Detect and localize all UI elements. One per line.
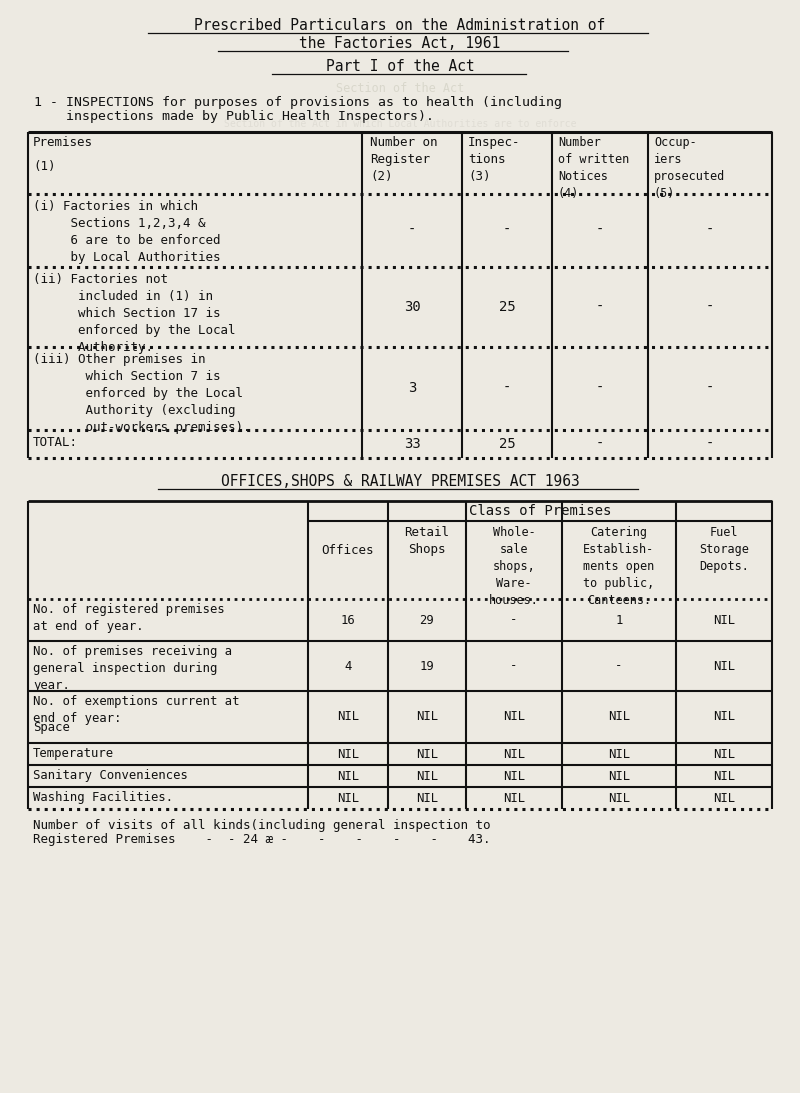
Text: -: - (615, 659, 622, 672)
Text: Prescribed Particulars on the Administration of: Prescribed Particulars on the Administra… (194, 17, 606, 33)
Text: 19: 19 (420, 659, 434, 672)
Text: Offices: Offices (322, 544, 374, 557)
Text: -: - (596, 223, 604, 237)
Text: NIL: NIL (713, 613, 735, 626)
Text: NIL: NIL (608, 710, 630, 724)
Text: -: - (706, 437, 714, 451)
Text: 29: 29 (420, 613, 434, 626)
Text: -: - (706, 381, 714, 395)
Text: NIL: NIL (713, 710, 735, 724)
Text: NIL: NIL (337, 769, 359, 783)
Text: NIL: NIL (503, 710, 525, 724)
Text: Catering
Establish-
ments open
to public,
Canteens.: Catering Establish- ments open to public… (583, 526, 654, 607)
Text: Premises: Premises (33, 136, 93, 149)
Text: Washing Facilities.: Washing Facilities. (33, 791, 173, 804)
Text: inspections made by Public Health Inspectors).: inspections made by Public Health Inspec… (34, 110, 434, 124)
Text: (iii) Other premises in
       which Section 7 is
       enforced by the Local
 : (iii) Other premises in which Section 7 … (33, 353, 250, 434)
Text: 25: 25 (498, 437, 515, 451)
Text: NIL: NIL (503, 791, 525, 804)
Text: NIL: NIL (337, 710, 359, 724)
Text: NIL: NIL (608, 791, 630, 804)
Text: 16: 16 (341, 613, 355, 626)
Text: 25: 25 (498, 299, 515, 314)
Text: TOTAL:: TOTAL: (33, 436, 78, 449)
Text: Registered Premises    -  - 24 æ -    -    -    -    -    43.: Registered Premises - - 24 æ - - - - - 4… (33, 833, 490, 846)
Text: -: - (596, 299, 604, 314)
Text: Retail
Shops: Retail Shops (405, 526, 450, 556)
Text: Space: Space (33, 721, 70, 734)
Text: Number
of written
Notices
(4): Number of written Notices (4) (558, 136, 630, 200)
Text: Number on
Register
(2): Number on Register (2) (370, 136, 438, 183)
Text: -: - (706, 299, 714, 314)
Text: NIL: NIL (713, 659, 735, 672)
Text: Occup-
iers
prosecuted
(5): Occup- iers prosecuted (5) (654, 136, 726, 200)
Text: Whole-
sale
shops,
Ware-
houses.: Whole- sale shops, Ware- houses. (489, 526, 539, 607)
Text: 4: 4 (344, 659, 352, 672)
Text: NIL: NIL (337, 791, 359, 804)
Text: -: - (510, 659, 518, 672)
Text: Number of visits of all kinds(including general inspection to: Number of visits of all kinds(including … (33, 819, 490, 832)
Text: NIL: NIL (713, 791, 735, 804)
Text: -: - (503, 223, 511, 237)
Text: NIL: NIL (503, 748, 525, 761)
Text: Part I of the Act: Part I of the Act (326, 59, 474, 74)
Text: -: - (503, 381, 511, 395)
Text: Fuel
Storage
Depots.: Fuel Storage Depots. (699, 526, 749, 573)
Text: (i) Factories in which
     Sections 1,2,3,4 &
     6 are to be enforced
     by: (i) Factories in which Sections 1,2,3,4 … (33, 200, 221, 265)
Text: (1): (1) (33, 160, 55, 173)
Text: 33: 33 (404, 437, 420, 451)
Text: the Factories Act, 1961: the Factories Act, 1961 (299, 36, 501, 51)
Text: NIL: NIL (416, 791, 438, 804)
Text: -: - (408, 223, 416, 237)
Text: NIL: NIL (608, 769, 630, 783)
Text: -: - (596, 437, 604, 451)
Text: No. of registered premises
at end of year.: No. of registered premises at end of yea… (33, 603, 225, 633)
Text: (ii) Factories not
      included in (1) in
      which Section 17 is
      enfo: (ii) Factories not included in (1) in wh… (33, 273, 235, 354)
Text: Section of the Act: Section of the Act (336, 82, 464, 95)
Text: Class of Premises: Class of Premises (469, 504, 611, 518)
Text: NIL: NIL (416, 710, 438, 724)
Text: NIL: NIL (713, 748, 735, 761)
Text: NIL: NIL (416, 748, 438, 761)
Text: Inspec-
tions
(3): Inspec- tions (3) (468, 136, 521, 183)
Text: Temperature: Temperature (33, 747, 114, 760)
Text: NIL: NIL (416, 769, 438, 783)
Text: -: - (706, 223, 714, 237)
Text: NIL: NIL (608, 748, 630, 761)
Text: 1: 1 (615, 613, 622, 626)
Text: 3: 3 (408, 381, 416, 395)
Text: No. of exemptions current at
end of year:: No. of exemptions current at end of year… (33, 695, 239, 725)
Text: -: - (510, 613, 518, 626)
Text: Section of the Act in which Local Authorities are to enforce: Section of the Act in which Local Author… (224, 119, 576, 129)
Text: NIL: NIL (337, 748, 359, 761)
Text: -: - (596, 381, 604, 395)
Text: NIL: NIL (713, 769, 735, 783)
Text: OFFICES,SHOPS & RAILWAY PREMISES ACT 1963: OFFICES,SHOPS & RAILWAY PREMISES ACT 196… (221, 474, 579, 489)
Text: 30: 30 (404, 299, 420, 314)
Text: Sanitary Conveniences: Sanitary Conveniences (33, 769, 188, 781)
Text: 1 - INSPECTIONS for purposes of provisions as to health (including: 1 - INSPECTIONS for purposes of provisio… (34, 96, 562, 109)
Text: No. of premises receiving a
general inspection during
year.: No. of premises receiving a general insp… (33, 645, 232, 692)
Text: NIL: NIL (503, 769, 525, 783)
